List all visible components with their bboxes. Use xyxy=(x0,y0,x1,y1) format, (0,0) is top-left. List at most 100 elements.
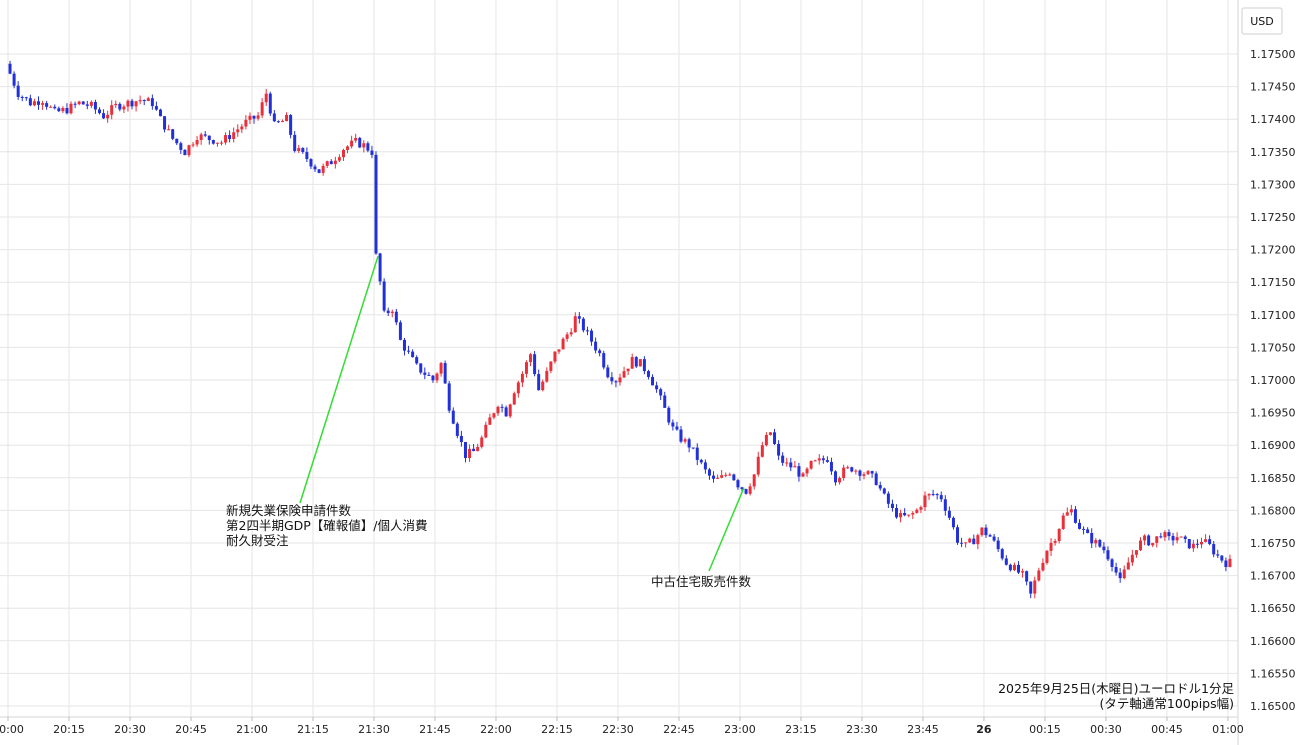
candle-body-up xyxy=(752,474,756,487)
annotation-text: 第2四半期GDP【確報値】/個人消費 xyxy=(226,518,428,533)
candle-body-down xyxy=(81,101,85,105)
candle-body-down xyxy=(951,517,955,528)
candle-body-down xyxy=(500,406,504,408)
y-tick-label: 1.16850 xyxy=(1250,472,1296,485)
candle-body-up xyxy=(809,460,813,469)
candle-body-up xyxy=(1130,554,1134,563)
y-tick-label: 1.17200 xyxy=(1250,244,1296,257)
candle-body-down xyxy=(671,422,675,427)
candle-body-down xyxy=(65,108,69,114)
candle-body-down xyxy=(268,93,272,114)
candle-body-down xyxy=(407,350,411,352)
candle-body-up xyxy=(240,126,244,130)
candle-body-down xyxy=(992,536,996,541)
candle-body-down xyxy=(293,134,297,151)
x-tick-label: 21:00 xyxy=(236,723,268,736)
candle-body-up xyxy=(557,349,561,352)
candle-body-down xyxy=(667,407,671,423)
x-tick-label: 01:00 xyxy=(1212,723,1244,736)
grid-lines xyxy=(0,0,1238,717)
candle-body-down xyxy=(858,470,862,476)
candle-body-up xyxy=(215,142,219,144)
candle-body-down xyxy=(431,375,435,381)
candle-body-down xyxy=(947,510,951,518)
candle-body-up xyxy=(32,101,36,106)
candle-body-up xyxy=(541,381,545,391)
candle-body-down xyxy=(1220,555,1224,561)
candle-body-down xyxy=(939,495,943,500)
candle-body-down xyxy=(736,480,740,488)
candle-body-up xyxy=(1200,541,1204,545)
candle-body-down xyxy=(1029,581,1033,594)
candle-body-up xyxy=(297,148,301,151)
candle-body-up xyxy=(256,115,260,119)
candle-body-up xyxy=(817,458,821,461)
chart-caption: 2025年9月25日(木曜日)ユーロドル1分足 (タテ軸通常100pips幅) xyxy=(998,681,1234,711)
y-tick-label: 1.16650 xyxy=(1250,602,1296,615)
candle-body-down xyxy=(1208,539,1212,545)
candle-body-down xyxy=(773,432,777,444)
candle-body-up xyxy=(195,139,199,145)
candle-body-down xyxy=(301,148,305,153)
candle-body-up xyxy=(248,115,252,120)
candle-body-down xyxy=(988,535,992,537)
candle-body-down xyxy=(598,350,602,354)
candle-body-up xyxy=(484,424,488,438)
candle-body-down xyxy=(118,103,122,110)
candle-body-up xyxy=(923,495,927,508)
caption-line-note: (タテ軸通常100pips幅) xyxy=(1100,696,1234,711)
candle-body-up xyxy=(716,477,720,479)
candle-body-down xyxy=(317,169,321,173)
candle-body-up xyxy=(492,413,496,418)
y-tick-label: 1.16900 xyxy=(1250,439,1296,452)
candle-body-down xyxy=(996,540,1000,550)
candle-body-up xyxy=(638,359,642,367)
y-tick-label: 1.16750 xyxy=(1250,537,1296,550)
candle-body-up xyxy=(793,466,797,468)
candle-body-up xyxy=(785,462,789,464)
candle-body-down xyxy=(1073,509,1077,523)
candle-body-down xyxy=(504,407,508,417)
candle-body-down xyxy=(183,149,187,156)
candle-body-up xyxy=(805,468,809,474)
candle-body-up xyxy=(911,512,915,515)
annotation-text: 中古住宅販売件数 xyxy=(651,574,752,589)
candle-body-down xyxy=(1098,540,1102,547)
annotation-leader-line xyxy=(708,487,745,572)
candle-body-up xyxy=(569,332,573,335)
candle-body-down xyxy=(163,116,167,130)
candle-body-up xyxy=(553,351,557,362)
candle-body-up xyxy=(768,432,772,435)
candle-body-up xyxy=(529,354,533,363)
caption-line-title: 2025年9月25日(木曜日)ユーロドル1分足 xyxy=(998,681,1234,696)
candle-body-up xyxy=(439,363,443,374)
candle-body-down xyxy=(171,129,175,139)
candle-body-down xyxy=(12,73,16,86)
y-tick-label: 1.16950 xyxy=(1250,407,1296,420)
annotation-text: 耐久財受注 xyxy=(226,533,289,548)
candle-body-down xyxy=(777,443,781,456)
y-tick-label: 1.17450 xyxy=(1250,81,1296,94)
candle-body-down xyxy=(732,474,736,481)
y-tick-label: 1.17250 xyxy=(1250,211,1296,224)
candle-body-up xyxy=(390,311,394,314)
candle-body-up xyxy=(1061,515,1065,529)
candle-body-up xyxy=(907,514,911,516)
y-tick-label: 1.16600 xyxy=(1250,635,1296,648)
candle-body-down xyxy=(850,467,854,472)
candle-body-up xyxy=(126,100,130,107)
candle-body-down xyxy=(870,471,874,474)
x-tick-label: 20:15 xyxy=(53,723,85,736)
candle-body-down xyxy=(537,374,541,391)
candle-body-up xyxy=(333,160,337,165)
x-tick-label: 00:45 xyxy=(1151,723,1183,736)
y-tick-label: 1.17100 xyxy=(1250,309,1296,322)
candle-body-up xyxy=(480,437,484,447)
candle-body-down xyxy=(402,339,406,351)
candle-body-up xyxy=(114,103,118,106)
candle-body-down xyxy=(691,447,695,449)
candle-body-down xyxy=(150,98,154,107)
candle-body-up xyxy=(49,106,53,108)
candle-body-down xyxy=(289,115,293,135)
